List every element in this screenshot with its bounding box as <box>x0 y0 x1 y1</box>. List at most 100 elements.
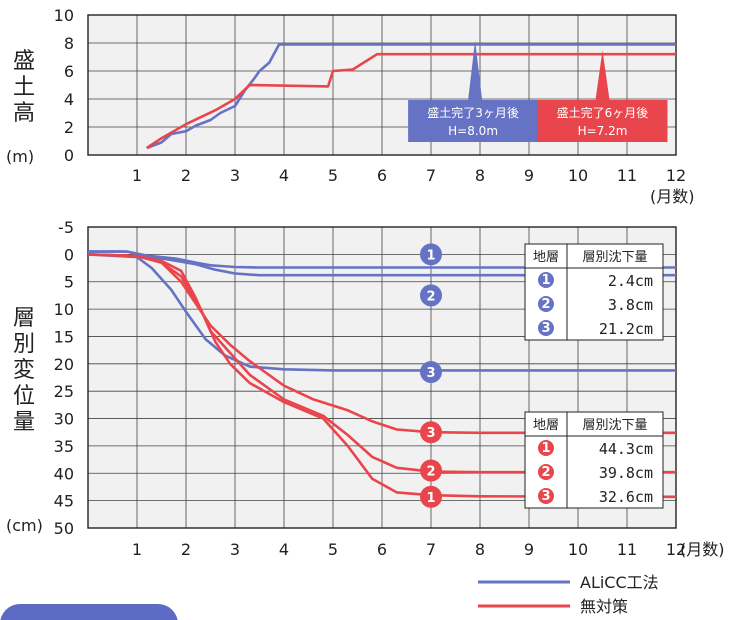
x-tick-label: 9 <box>524 540 534 559</box>
layer-marker-none <box>420 485 442 508</box>
x-tick-label: 11 <box>617 540 637 559</box>
table-layer-number: 3 <box>541 321 550 336</box>
x-tick-label: 12 <box>666 166 686 185</box>
y-tick-label: 10 <box>54 6 74 25</box>
x-tick-label: 9 <box>524 166 534 185</box>
x-tick-label: 2 <box>181 540 191 559</box>
y-axis-label: 盛土高 <box>13 49 35 126</box>
layer-marker-number: 2 <box>426 465 435 480</box>
y-tick-label: -5 <box>58 218 74 237</box>
layer-marker-number: 3 <box>426 426 435 441</box>
layer-marker-number: 3 <box>426 366 435 381</box>
layer-marker-none <box>420 421 442 444</box>
settlement-table-none: 地層 層別沈下量 1 44.3cm 2 39.8cm 3 32.6cm <box>524 411 664 509</box>
x-tick-label: 6 <box>377 166 387 185</box>
x-axis-unit: (月数) <box>680 540 725 559</box>
table-settlement-value: 2.4cm <box>608 272 653 290</box>
table-layer-number: 1 <box>541 441 550 456</box>
x-tick-label: 10 <box>568 540 588 559</box>
legend-label-none: 無対策 <box>580 597 628 616</box>
table-layer-badge <box>538 320 554 336</box>
x-tick-label: 4 <box>279 166 289 185</box>
y-axis-label: 層別変位量 <box>13 306 35 435</box>
legend-label-alicc: ALiCC工法 <box>580 573 659 592</box>
y-tick-label: 6 <box>64 62 74 81</box>
x-tick-label: 5 <box>328 166 338 185</box>
y-tick-label: 5 <box>64 273 74 292</box>
x-axis-unit: (月数) <box>650 187 695 206</box>
table-header-layer: 地層 <box>533 418 559 433</box>
layer-marker-alicc <box>420 284 442 307</box>
table-header-settlement: 層別沈下量 <box>582 250 647 265</box>
table-layer-badge <box>538 488 554 504</box>
table-header-settlement: 層別沈下量 <box>582 418 647 433</box>
y-tick-label: 2 <box>64 118 74 137</box>
layer-marker-none <box>420 459 442 482</box>
table-layer-badge <box>538 440 554 456</box>
x-tick-label: 7 <box>426 540 436 559</box>
layer-marker-number: 1 <box>426 248 435 263</box>
table-layer-badge <box>538 272 554 288</box>
y-tick-label: 50 <box>54 519 74 538</box>
x-tick-label: 7 <box>426 166 436 185</box>
y-tick-label: 4 <box>64 90 74 109</box>
y-tick-label: 25 <box>54 382 74 401</box>
series-line-none-layer-1 <box>87 253 677 499</box>
table-layer-number: 1 <box>541 273 550 288</box>
series-line-none <box>146 52 676 150</box>
plot-frame <box>87 14 677 156</box>
table-settlement-value: 39.8cm <box>599 464 653 482</box>
table-settlement-value: 32.6cm <box>599 488 653 506</box>
table-layer-number: 2 <box>541 465 550 480</box>
table-layer-badge <box>538 464 554 480</box>
y-axis-unit: (m) <box>6 147 34 166</box>
x-tick-label: 8 <box>475 540 485 559</box>
y-tick-label: 30 <box>54 410 74 429</box>
x-tick-label: 2 <box>181 166 191 185</box>
y-tick-label: 10 <box>54 300 74 319</box>
y-tick-label: 0 <box>64 146 74 165</box>
x-tick-label: 11 <box>617 166 637 185</box>
series-line-none-layer-2 <box>87 253 676 474</box>
annotation-line1: 盛土完了3ヶ月後 <box>427 105 519 120</box>
annotation-box <box>537 100 668 142</box>
layer-marker-number: 1 <box>426 491 435 506</box>
y-tick-label: 45 <box>54 492 74 511</box>
layer-marker-number: 2 <box>426 289 435 304</box>
series-line-alicc-layer-3 <box>87 253 676 372</box>
annotation-pointer <box>595 50 610 100</box>
section-badge <box>0 604 178 620</box>
annotation-line1: 盛土完了6ヶ月後 <box>557 105 649 120</box>
annotation-line2: H=7.2m <box>578 124 628 138</box>
table-header-layer: 地層 <box>533 250 559 265</box>
x-tick-label: 8 <box>475 166 485 185</box>
x-tick-label: 3 <box>230 540 240 559</box>
x-tick-label: 3 <box>230 166 240 185</box>
x-tick-label: 10 <box>568 166 588 185</box>
y-tick-label: 8 <box>64 34 74 53</box>
layer-marker-alicc <box>420 243 442 266</box>
x-tick-label: 5 <box>328 540 338 559</box>
y-tick-label: 35 <box>54 437 74 456</box>
layer-marker-alicc <box>420 361 442 384</box>
y-tick-label: 20 <box>54 355 74 374</box>
annotation-box <box>408 100 539 142</box>
annotation-pointer <box>468 40 483 100</box>
x-tick-label: 1 <box>132 540 142 559</box>
x-tick-label: 6 <box>377 540 387 559</box>
x-tick-label: 1 <box>132 166 142 185</box>
series-line-alicc-layer-2 <box>88 250 676 277</box>
y-axis-unit: (cm) <box>6 516 43 535</box>
y-tick-label: 0 <box>64 245 74 264</box>
table-settlement-value: 44.3cm <box>599 440 653 458</box>
table-settlement-value: 21.2cm <box>599 320 653 338</box>
x-tick-label: 4 <box>279 540 289 559</box>
plot-frame <box>87 226 677 529</box>
table-layer-number: 2 <box>541 297 550 312</box>
y-tick-label: 40 <box>54 464 74 483</box>
table-layer-number: 3 <box>541 489 550 504</box>
